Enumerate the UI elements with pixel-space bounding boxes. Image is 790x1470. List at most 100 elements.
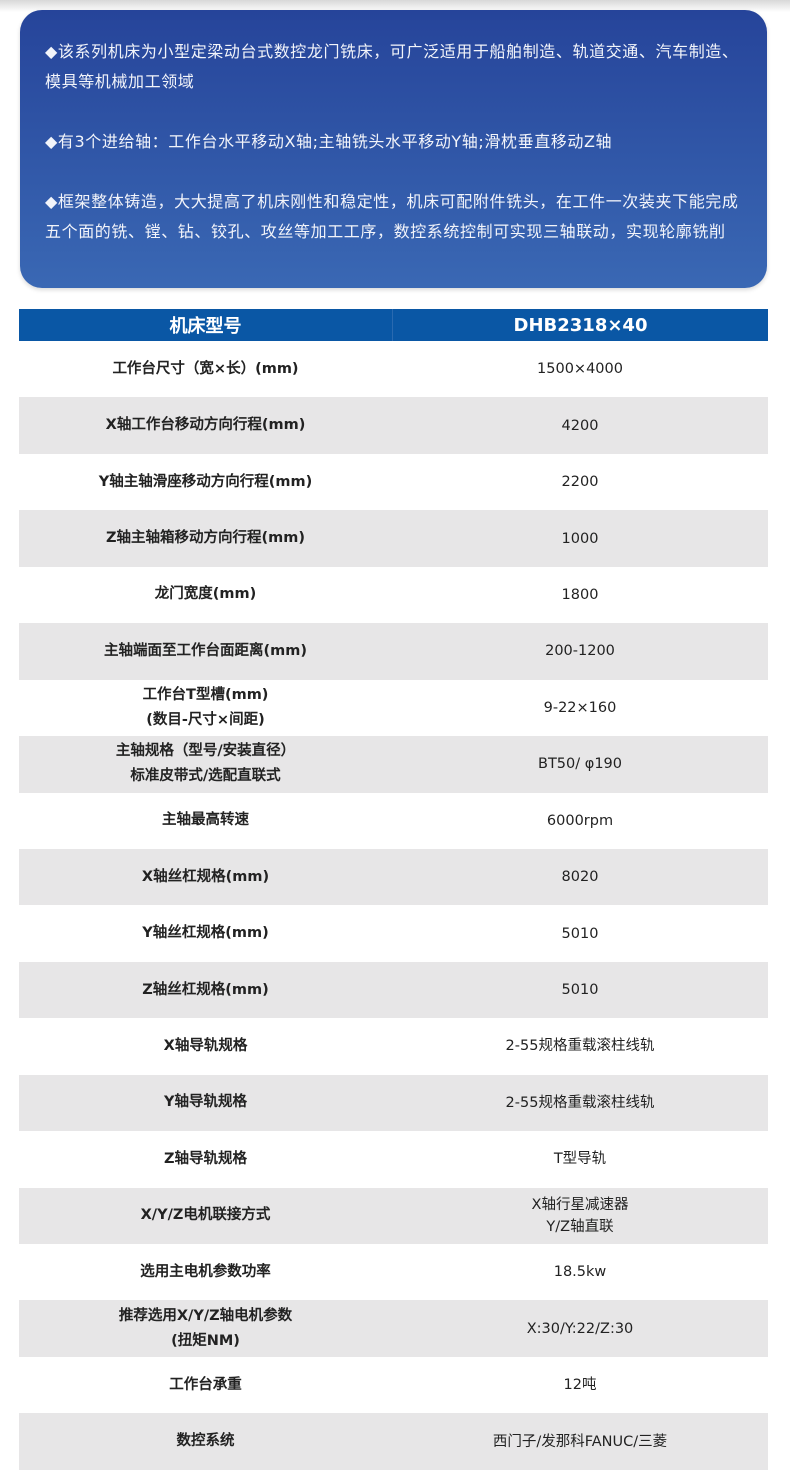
spec-label: X轴丝杠规格(mm)	[141, 868, 270, 885]
spec-label-cell: 数控系统	[19, 1413, 392, 1469]
spec-table: 工作台尺寸（宽×长）(mm) 1500×4000 X轴工作台移动方向行程(mm) 42…	[19, 341, 768, 1470]
spec-value: 6000rpm	[546, 812, 614, 829]
spec-table-header: 机床型号 DHB2318×40	[19, 309, 768, 341]
spec-label: 选用主电机参数功率	[140, 1263, 271, 1280]
spec-label: 主轴端面至工作台面距离(mm)	[104, 642, 307, 659]
table-row: X/Y/Z电机联接方式 X轴行星减速器 Y/Z轴直联	[19, 1187, 768, 1244]
spec-value-cell: 1000	[392, 510, 768, 566]
table-row: X轴丝杠规格(mm) 8020	[19, 848, 768, 906]
spec-label: 主轴最高转速	[162, 812, 249, 829]
intro-panel: ◆该系列机床为小型定梁动台式数控龙门铣床，可广泛适用于船舶制造、轨道交通、汽车制…	[20, 10, 767, 288]
spec-value: T型导轨	[553, 1151, 607, 1168]
spec-value-cell: T型导轨	[392, 1131, 768, 1187]
spec-value: 2-55规格重载滚柱线轨	[505, 1094, 655, 1111]
spec-label-cell: Y轴主轴滑座移动方向行程(mm)	[19, 454, 392, 510]
spec-value: BT50/ φ190	[538, 756, 622, 773]
spec-label-cell: 主轴规格（型号/安装直径） 标准皮带式/选配直联式	[19, 736, 392, 792]
spec-label: 主轴规格（型号/安装直径）	[115, 743, 296, 760]
spec-label: Z轴导轨规格	[163, 1150, 247, 1167]
spec-value: 200-1200	[545, 643, 615, 660]
spec-value-cell: 1800	[392, 567, 768, 623]
spec-value: 12吨	[563, 1377, 597, 1394]
table-row: X轴工作台移动方向行程(mm) 4200	[19, 397, 768, 454]
intro-paragraph: ◆该系列机床为小型定梁动台式数控龙门铣床，可广泛适用于船舶制造、轨道交通、汽车制…	[45, 42, 739, 91]
spec-value: Y/Z轴直联	[546, 1218, 614, 1235]
table-row: 选用主电机参数功率 18.5kw	[19, 1244, 768, 1300]
spec-label-cell: 工作台T型槽(mm) (数目-尺寸×间距)	[19, 680, 392, 736]
table-row: 工作台尺寸（宽×长）(mm) 1500×4000	[19, 341, 768, 397]
spec-value: 1000	[561, 530, 599, 547]
spec-label-cell: X/Y/Z电机联接方式	[19, 1188, 392, 1244]
spec-label-cell: 主轴最高转速	[19, 793, 392, 849]
spec-label-cell: 龙门宽度(mm)	[19, 567, 392, 623]
spec-value: 1800	[561, 586, 599, 603]
spec-value-cell: 2-55规格重载滚柱线轨	[392, 1075, 768, 1131]
spec-label: Y轴丝杠规格(mm)	[142, 925, 269, 942]
spec-value-cell: 4200	[392, 397, 768, 453]
spec-label-cell: 推荐选用X/Y/Z轴电机参数 (扭矩NM)	[19, 1300, 392, 1356]
spec-label: Z轴丝杠规格(mm)	[142, 981, 269, 998]
spec-value-cell: 6000rpm	[392, 793, 768, 849]
intro-paragraph: ◆有3个进给轴：工作台水平移动X轴;主轴铣头水平移动Y轴;滑枕垂直移动Z轴	[45, 132, 613, 151]
spec-label-cell: Y轴丝杠规格(mm)	[19, 905, 392, 961]
table-row: 龙门宽度(mm) 1800	[19, 567, 768, 623]
table-row: 工作台承重 12吨	[19, 1357, 768, 1413]
spec-value-cell: 8020	[392, 849, 768, 905]
spec-value: 2200	[561, 474, 599, 491]
spec-label: 标准皮带式/选配直联式	[130, 768, 281, 785]
spec-label: Z轴主轴箱移动方向行程(mm)	[106, 530, 305, 547]
table-row: Z轴丝杠规格(mm) 5010	[19, 961, 768, 1019]
table-row: 主轴端面至工作台面距离(mm) 200-1200	[19, 623, 768, 680]
spec-label: Y轴主轴滑座移动方向行程(mm)	[98, 473, 313, 490]
spec-label-cell: 工作台尺寸（宽×长）(mm)	[19, 341, 392, 397]
spec-label: X/Y/Z电机联接方式	[140, 1207, 271, 1224]
table-row: Y轴丝杠规格(mm) 5010	[19, 905, 768, 961]
spec-value-cell: 2200	[392, 454, 768, 510]
spec-value-cell: 200-1200	[392, 623, 768, 679]
spec-value: 8020	[561, 869, 599, 886]
spec-value: 5010	[561, 925, 599, 942]
spec-value: 2-55规格重载滚柱线轨	[505, 1038, 655, 1055]
spec-value-cell: 12吨	[392, 1357, 768, 1413]
spec-label-cell: X轴丝杠规格(mm)	[19, 849, 392, 905]
spec-value-cell: 西门子/发那科FANUC/三菱	[392, 1413, 768, 1469]
spec-label: 工作台承重	[169, 1376, 242, 1393]
spec-value: 5010	[561, 982, 599, 999]
spec-label: (扭矩NM)	[171, 1332, 240, 1349]
spec-value-cell: X轴行星减速器 Y/Z轴直联	[392, 1188, 768, 1244]
spec-value-cell: BT50/ φ190	[392, 736, 768, 792]
spec-label-cell: Y轴导轨规格	[19, 1075, 392, 1131]
spec-label-cell: Z轴丝杠规格(mm)	[19, 962, 392, 1018]
spec-label-cell: Z轴导轨规格	[19, 1131, 392, 1187]
spec-label-cell: 工作台承重	[19, 1357, 392, 1413]
table-row: Z轴导轨规格 T型导轨	[19, 1131, 768, 1187]
spec-value-cell: 5010	[392, 962, 768, 1018]
spec-label: 工作台T型槽(mm)	[142, 686, 269, 703]
spec-label-cell: X轴导轨规格	[19, 1018, 392, 1074]
spec-value: X轴行星减速器	[531, 1196, 629, 1213]
spec-label: X轴导轨规格	[163, 1037, 248, 1054]
spec-label-cell: 主轴端面至工作台面距离(mm)	[19, 623, 392, 679]
spec-value-cell: 9-22×160	[392, 680, 768, 736]
spec-value-cell: 18.5kw	[392, 1244, 768, 1300]
spec-value: 18.5kw	[553, 1264, 607, 1281]
spec-value: 1500×4000	[537, 361, 623, 378]
spec-label: (数目-尺寸×间距)	[146, 711, 265, 728]
spec-label-cell: 选用主电机参数功率	[19, 1244, 392, 1300]
table-row: Y轴导轨规格 2-55规格重载滚柱线轨	[19, 1074, 768, 1132]
spec-label: 龙门宽度(mm)	[154, 586, 257, 603]
spec-label-cell: Z轴主轴箱移动方向行程(mm)	[19, 510, 392, 566]
spec-label-cell: X轴工作台移动方向行程(mm)	[19, 397, 392, 453]
spec-value: 4200	[561, 417, 599, 434]
table-row: 主轴规格（型号/安装直径） 标准皮带式/选配直联式 BT50/ φ190	[19, 736, 768, 793]
spec-value-cell: 2-55规格重载滚柱线轨	[392, 1018, 768, 1074]
spec-value: X:30/Y:22/Z:30	[526, 1320, 634, 1337]
spec-value: 西门子/发那科FANUC/三菱	[492, 1433, 668, 1450]
table-row: 数控系统 西门子/发那科FANUC/三菱	[19, 1413, 768, 1470]
table-row: Z轴主轴箱移动方向行程(mm) 1000	[19, 510, 768, 567]
spec-label: Y轴导轨规格	[164, 1094, 247, 1111]
table-row: X轴导轨规格 2-55规格重载滚柱线轨	[19, 1018, 768, 1074]
table-row: 工作台T型槽(mm) (数目-尺寸×间距) 9-22×160	[19, 680, 768, 736]
spec-label: 工作台尺寸（宽×长）(mm)	[112, 360, 299, 377]
table-row: 推荐选用X/Y/Z轴电机参数 (扭矩NM) X:30/Y:22/Z:30	[19, 1300, 768, 1357]
